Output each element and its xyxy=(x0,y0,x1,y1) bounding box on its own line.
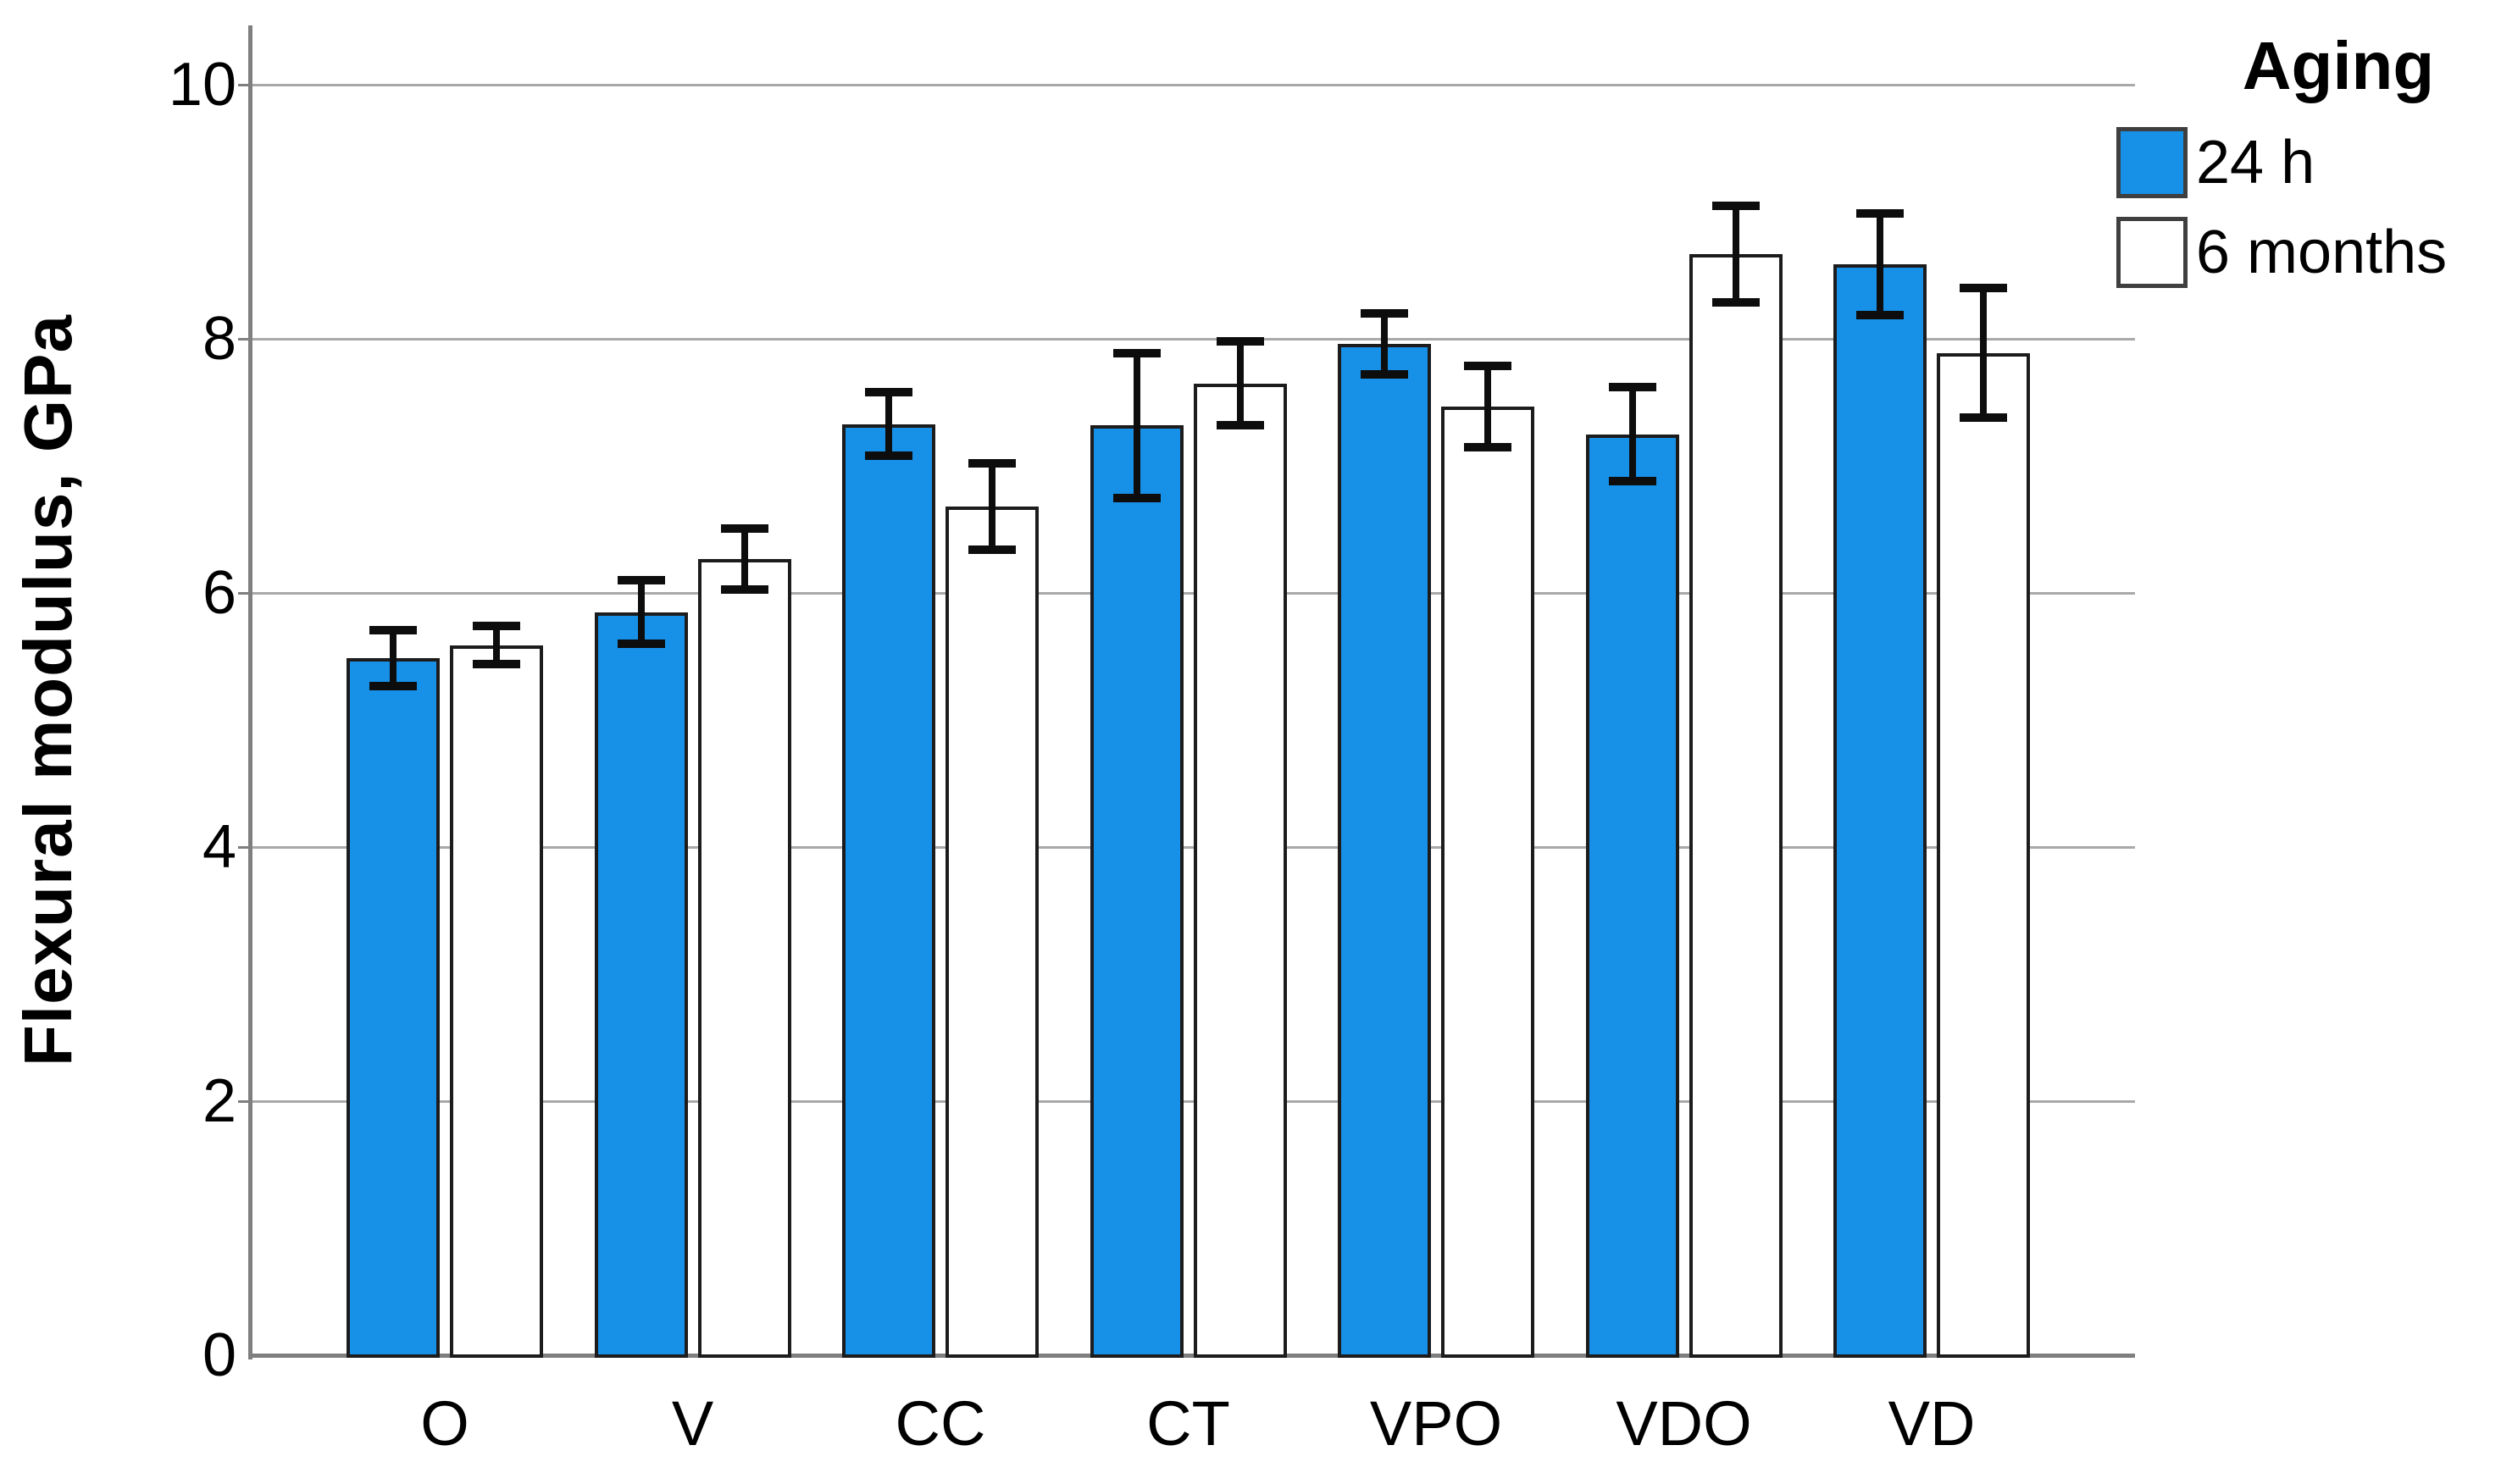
error-bar-CT-24h xyxy=(1133,352,1140,498)
x-label-VDO: VDO xyxy=(1616,1388,1752,1459)
bar-CC-24h xyxy=(842,424,935,1358)
error-cap-top-V-0 xyxy=(617,576,665,584)
error-bar-CT-6months xyxy=(1236,341,1244,425)
error-bar-VPO-24h xyxy=(1381,313,1388,374)
bar-V-24h xyxy=(594,612,688,1358)
x-label-O: O xyxy=(420,1388,469,1459)
error-cap-top-VD-1 xyxy=(1960,284,2007,292)
legend-title: Aging xyxy=(2242,28,2435,103)
error-bar-VDO-6months xyxy=(1732,205,1739,302)
error-bar-V-24h xyxy=(637,580,645,644)
error-cap-top-O-1 xyxy=(473,622,520,630)
error-cap-bottom-VD-0 xyxy=(1856,310,1904,319)
error-cap-bottom-CT-0 xyxy=(1112,493,1161,502)
y-tick-6 xyxy=(238,592,249,595)
bar-VPO-6months xyxy=(1441,406,1534,1358)
y-tick-2 xyxy=(238,1100,249,1103)
error-cap-bottom-V-0 xyxy=(617,640,665,648)
bar-VDO-6months xyxy=(1689,253,1783,1358)
error-cap-top-CC-0 xyxy=(865,388,912,396)
x-label-CT: CT xyxy=(1146,1388,1230,1459)
error-cap-top-VD-0 xyxy=(1856,208,1904,218)
error-cap-top-CT-0 xyxy=(1112,348,1161,357)
error-cap-top-O-0 xyxy=(369,625,417,634)
bar-VPO-24h xyxy=(1338,344,1431,1358)
error-cap-bottom-VPO-0 xyxy=(1361,370,1408,379)
error-cap-top-CC-1 xyxy=(968,459,1016,468)
error-cap-bottom-O-0 xyxy=(369,681,417,690)
error-cap-bottom-O-1 xyxy=(473,660,520,668)
error-cap-bottom-CT-1 xyxy=(1216,421,1264,429)
error-cap-bottom-V-1 xyxy=(720,584,768,594)
y-tick-label-10: 10 xyxy=(168,51,236,119)
error-bar-VPO-6months xyxy=(1484,365,1491,447)
x-label-V: V xyxy=(671,1388,714,1459)
legend-item-24h: 24 h xyxy=(2116,127,2501,198)
y-tick-8 xyxy=(238,338,249,341)
error-bar-VD-24h xyxy=(1877,213,1883,315)
error-bar-CC-24h xyxy=(885,392,892,456)
legend-swatch-6months xyxy=(2116,217,2188,288)
error-bar-VDO-24h xyxy=(1628,387,1636,481)
gridline-8 xyxy=(252,338,2135,341)
error-cap-bottom-CC-1 xyxy=(968,545,1016,554)
bar-V-6months xyxy=(697,558,791,1358)
error-bar-CC-6months xyxy=(989,463,995,550)
legend-swatch-24h xyxy=(2116,127,2188,198)
x-label-VD: VD xyxy=(1888,1388,1976,1459)
y-axis-title: Flexural modulus, GPa xyxy=(10,314,86,1066)
error-cap-bottom-VDO-1 xyxy=(1711,297,1760,307)
bar-VD-24h xyxy=(1833,263,1927,1358)
error-cap-top-VDO-1 xyxy=(1711,201,1760,210)
error-cap-bottom-CC-0 xyxy=(865,451,912,460)
x-label-VPO: VPO xyxy=(1369,1388,1503,1459)
y-tick-label-8: 8 xyxy=(202,305,236,373)
y-tick-label-2: 2 xyxy=(202,1067,236,1135)
bar-CT-24h xyxy=(1090,425,1184,1358)
y-axis-line xyxy=(248,25,252,1359)
error-cap-bottom-VDO-0 xyxy=(1608,477,1656,485)
error-cap-bottom-VD-1 xyxy=(1960,413,2007,422)
bar-O-6months xyxy=(450,645,543,1358)
gridline-10 xyxy=(252,84,2135,86)
error-cap-top-CT-1 xyxy=(1216,337,1264,346)
bar-VD-6months xyxy=(1937,352,2030,1358)
error-cap-top-VPO-1 xyxy=(1464,361,1511,370)
error-bar-VD-6months xyxy=(1980,288,1987,418)
bar-O-24h xyxy=(347,657,440,1358)
y-tick-label-6: 6 xyxy=(202,559,236,627)
legend-item-6months: 6 months xyxy=(2116,217,2501,288)
legend-items: 24 h 6 months xyxy=(2116,127,2501,288)
error-bar-O-6months xyxy=(493,626,500,664)
legend-label-6months: 6 months xyxy=(2196,219,2448,286)
legend: Aging 24 h 6 months xyxy=(2116,30,2501,307)
error-bar-V-6months xyxy=(740,528,748,590)
legend-label-24h: 24 h xyxy=(2196,129,2315,197)
y-tick-label-4: 4 xyxy=(202,813,236,881)
y-tick-10 xyxy=(238,84,249,86)
x-axis-line xyxy=(248,1354,2135,1358)
bar-CT-6months xyxy=(1193,383,1287,1358)
error-cap-top-VPO-0 xyxy=(1361,309,1408,318)
x-label-CC: CC xyxy=(895,1388,986,1459)
bar-VDO-24h xyxy=(1585,434,1679,1358)
error-cap-top-VDO-0 xyxy=(1608,383,1656,391)
bar-CC-6months xyxy=(946,507,1039,1358)
y-tick-4 xyxy=(238,846,249,849)
error-cap-top-V-1 xyxy=(720,523,768,533)
error-cap-bottom-VPO-1 xyxy=(1464,442,1511,451)
error-bar-O-24h xyxy=(390,629,396,686)
y-tick-label-0: 0 xyxy=(202,1321,236,1389)
